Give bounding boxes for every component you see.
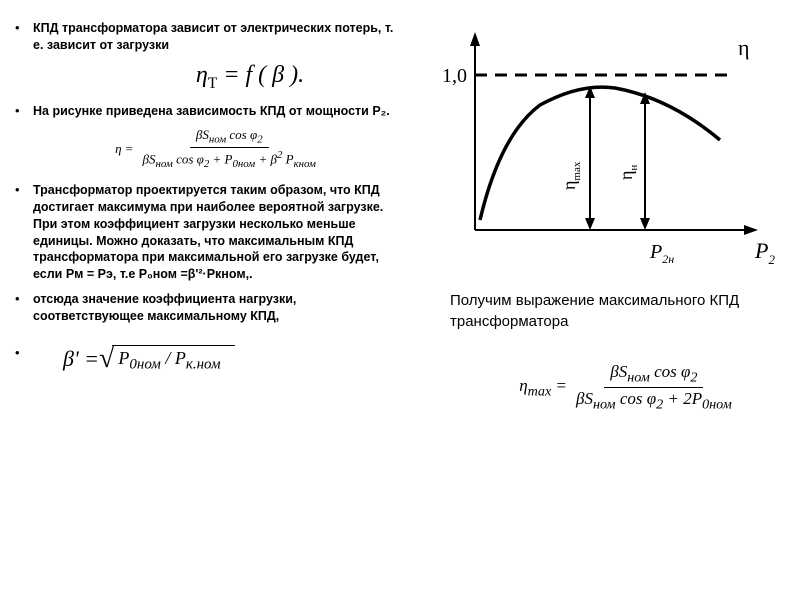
arrow-n-head-down [640, 218, 650, 230]
f4-den: βSном cos φ2 + 2P0ном [570, 388, 738, 413]
bullet-1: • КПД трансформатора зависит от электрич… [15, 20, 405, 54]
formula-1: ηT = f ( β ). [95, 62, 405, 93]
f1-rhs: = f ( β ). [217, 62, 304, 88]
y-arrowhead [470, 32, 480, 46]
efficiency-curve [480, 87, 720, 220]
bullet-2: • На рисунке приведена зависимость КПД о… [15, 103, 405, 120]
bullet-dot: • [15, 345, 33, 374]
f4-lhs: ηmax = [519, 376, 567, 400]
bullet-dot: • [15, 20, 33, 54]
bullet-2-text: На рисунке приведена зависимость КПД от … [33, 103, 390, 120]
arrow-n-label: ηн [616, 165, 640, 180]
bullet-3-text: Трансформатор проектируется таким образо… [33, 182, 405, 283]
arrow-max-head-down [585, 218, 595, 230]
f1-lhs: η [196, 62, 208, 88]
f4-num: βSном cos φ2 [604, 362, 703, 388]
f2-den: βSном cos φ2 + P0ном + β2 Pкном [137, 148, 322, 170]
efficiency-chart: η 1,0 P2 P2н ηmax ηн [420, 20, 780, 270]
right-text: Получим выражение максимального КПД тран… [450, 290, 790, 332]
f2-lhs: η = [115, 141, 133, 157]
right-column: η 1,0 P2 P2н ηmax ηн Получим выражение м… [420, 20, 790, 424]
formula-3: β' = √ P0ном / Pк.ном [63, 345, 235, 374]
f1-sub: T [208, 75, 218, 92]
bullet-5: • β' = √ P0ном / Pк.ном [15, 345, 405, 374]
formula-4: ηmax = βSном cos φ2 βSном cos φ2 + 2P0но… [470, 362, 790, 414]
y-axis-label: η [738, 35, 750, 60]
bullet-1-text: КПД трансформатора зависит от электричес… [33, 20, 405, 54]
arrow-max-label: ηmax [559, 161, 583, 190]
f3-body: P0ном / Pк.ном [112, 345, 234, 374]
formula-2: η = βSном cos φ2 βSном cos φ2 + P0ном + … [35, 127, 405, 170]
bullet-dot: • [15, 291, 33, 325]
bullet-3: • Трансформатор проектируется таким обра… [15, 182, 405, 283]
bullet-4-text: отсюда значение коэффициента нагрузки, с… [33, 291, 405, 325]
left-column: • КПД трансформатора зависит от электрич… [15, 20, 405, 382]
f3-lhs: β' = [63, 346, 99, 372]
y-tick-label: 1,0 [442, 65, 467, 87]
f2-num: βSном cos φ2 [190, 127, 269, 148]
x-tick-label: P2н [649, 241, 674, 266]
x-axis-label: P2 [754, 238, 775, 267]
bullet-4: • отсюда значение коэффициента нагрузки,… [15, 291, 405, 325]
chart-svg: η 1,0 P2 P2н ηmax ηн [420, 20, 780, 270]
bullet-dot: • [15, 182, 33, 283]
x-arrowhead [744, 225, 758, 235]
bullet-dot: • [15, 103, 33, 120]
